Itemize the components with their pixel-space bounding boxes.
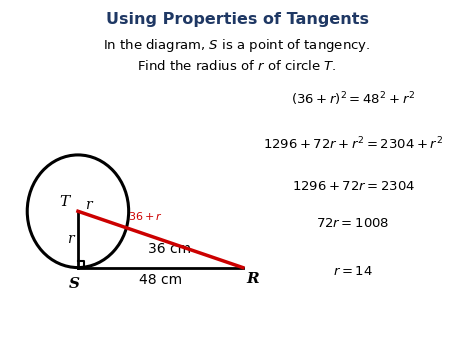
Text: Find the radius of $r$ of circle $T$.: Find the radius of $r$ of circle $T$. [137, 59, 337, 73]
Text: r: r [67, 233, 73, 246]
Text: $1296+72r=2304$: $1296+72r=2304$ [292, 180, 415, 193]
Text: Using Properties of Tangents: Using Properties of Tangents [106, 12, 368, 27]
Text: r: r [85, 198, 92, 212]
Text: $1296+72r+r^2=2304+r^2$: $1296+72r+r^2=2304+r^2$ [263, 136, 443, 152]
Text: T: T [60, 195, 70, 209]
Text: $r=14$: $r=14$ [333, 265, 373, 278]
Text: R: R [246, 272, 259, 286]
Text: $(36+r)^2=48^2+r^2$: $(36+r)^2=48^2+r^2$ [291, 91, 415, 108]
Text: In the diagram, $S$ is a point of tangency.: In the diagram, $S$ is a point of tangen… [103, 37, 371, 54]
Text: $36+r$: $36+r$ [128, 210, 163, 222]
Text: $72r=1008$: $72r=1008$ [317, 217, 390, 230]
Text: 36 cm: 36 cm [148, 242, 191, 256]
Text: 48 cm: 48 cm [139, 273, 182, 287]
Text: S: S [69, 278, 80, 291]
